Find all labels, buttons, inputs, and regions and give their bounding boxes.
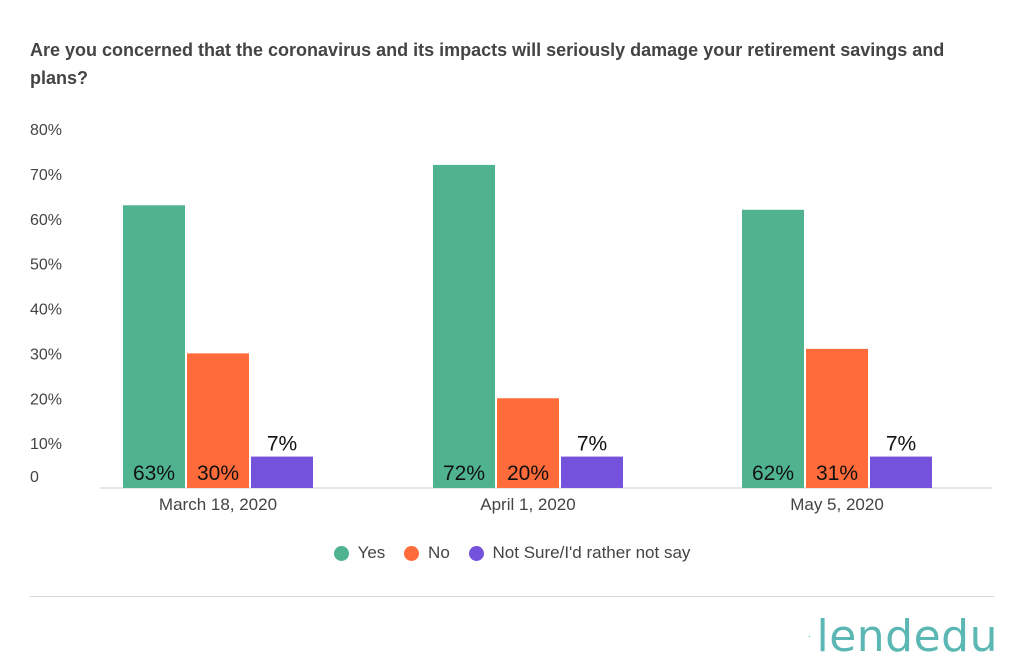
data-label: 7% [267, 433, 297, 456]
x-tick-label: March 18, 2020 [159, 495, 277, 514]
legend-item-not-sure: Not Sure/I'd rather not say [468, 543, 691, 563]
legend-swatch-no [404, 545, 420, 561]
data-label: 7% [886, 433, 916, 456]
data-label: 30% [197, 462, 239, 485]
legend-label-not-sure: Not Sure/I'd rather not say [492, 543, 691, 562]
bar [742, 209, 804, 488]
y-tick-label: 50% [30, 257, 62, 274]
legend-item-no: No [404, 543, 450, 563]
bar [123, 205, 185, 488]
data-label: 7% [577, 433, 607, 456]
data-label: 62% [752, 462, 794, 485]
y-tick-label: 70% [30, 167, 62, 184]
legend-swatch-not-sure [468, 545, 484, 561]
legend-label-yes: Yes [357, 543, 386, 562]
bar-chart: 0 10% 20% 30% 40% 50% 60% 70% 80% 63% 30% 7% March 1… [30, 122, 992, 514]
data-label: 31% [816, 462, 858, 485]
footer-divider [30, 596, 994, 597]
x-tick-label: May 5, 2020 [790, 495, 884, 514]
x-tick-label: April 1, 2020 [480, 495, 575, 514]
chart-title: Are you concerned that the coronavirus a… [30, 40, 945, 88]
legend: Yes No Not Sure/I'd rather not say [0, 543, 1024, 566]
y-tick-label: 80% [30, 122, 62, 139]
bar [561, 456, 623, 488]
bar [870, 456, 932, 488]
lendedu-logo-icon [808, 634, 811, 638]
data-label: 63% [133, 462, 175, 485]
legend-swatch-yes [333, 545, 349, 561]
legend-label-no: No [428, 543, 450, 562]
legend-item-yes: Yes [333, 543, 386, 563]
y-tick-label: 40% [30, 302, 62, 319]
bar [187, 353, 249, 488]
y-tick-label: 60% [30, 212, 62, 229]
bar [433, 164, 495, 488]
y-tick-label: 20% [30, 391, 62, 408]
lendedu-logo: lendedu [808, 606, 998, 666]
logo-text: lendedu [816, 610, 998, 662]
data-label: 72% [443, 462, 485, 485]
data-label: 20% [507, 462, 549, 485]
bar [806, 348, 868, 488]
y-tick-label: 30% [30, 346, 62, 363]
y-tick-label: 0 [30, 469, 39, 486]
bar [497, 398, 559, 488]
y-tick-label: 10% [30, 436, 62, 453]
bar [251, 456, 313, 488]
